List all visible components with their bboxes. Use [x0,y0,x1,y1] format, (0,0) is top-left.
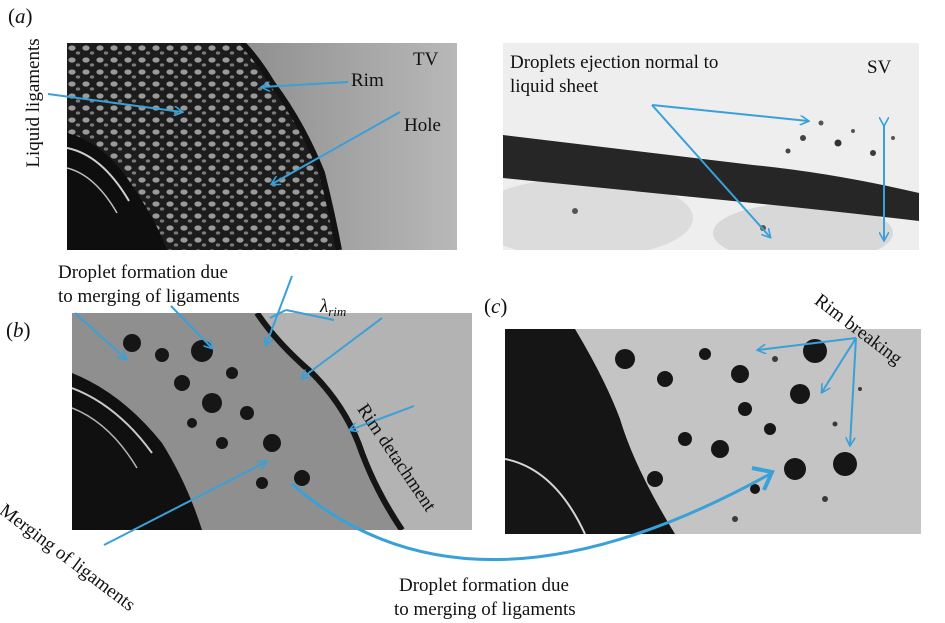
panel-c-letter: (c) [484,294,508,318]
photo-a-top-view [67,43,457,250]
label-tv: TV [413,49,439,70]
label-droplet-formation-top-line1: Droplet formation due [58,262,228,283]
label-rim: Rim [351,70,384,91]
label-liquid-ligaments: Liquid ligaments [23,38,44,168]
panel-a-letter: (a) [8,4,33,28]
photo-c [505,329,921,534]
label-hole: Hole [404,115,441,136]
label-lambda-rim: λrim [320,296,347,319]
label-droplet-formation-bottom-line1: Droplet formation due [399,575,569,596]
label-sv: SV [867,57,892,78]
label-droplet-formation-top-line2: to merging of ligaments [58,286,240,307]
panel-b-letter: (b) [6,318,31,342]
label-droplets-ejection-line1: Droplets ejection normal to [510,52,719,73]
label-droplet-formation-bottom-line2: to merging of ligaments [394,599,576,620]
photo-a-side-view [503,43,919,250]
label-droplets-ejection-line2: liquid sheet [510,76,599,97]
